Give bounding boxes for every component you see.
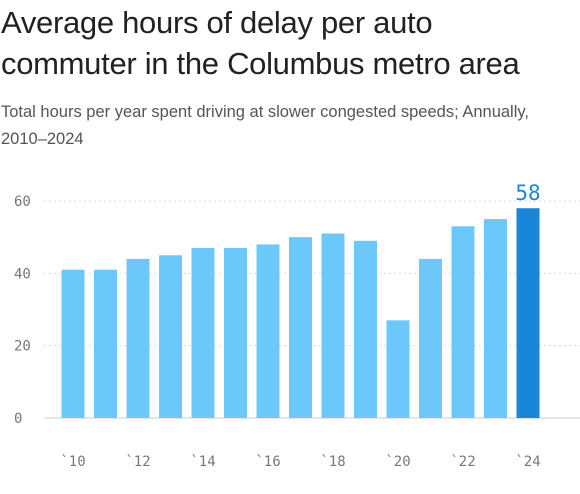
y-tick-label: 20 <box>14 339 31 355</box>
y-tick-label: 40 <box>14 266 31 282</box>
bar <box>354 240 377 418</box>
bar <box>191 248 215 418</box>
x-tick-label: `16 <box>255 454 280 470</box>
bar <box>386 320 410 418</box>
bar <box>484 219 507 418</box>
x-tick-label: `18 <box>320 454 345 470</box>
y-tick-label: 60 <box>14 194 31 210</box>
bar <box>224 248 247 418</box>
bar <box>61 269 85 418</box>
x-tick-label: `24 <box>515 454 540 470</box>
x-tick-label: `20 <box>385 454 410 470</box>
bar <box>159 255 182 418</box>
bar <box>321 233 345 418</box>
x-tick-label: `10 <box>60 454 85 470</box>
bar <box>451 226 475 418</box>
x-tick-label: `12 <box>125 454 150 470</box>
y-tick-label: 0 <box>14 411 22 427</box>
bar <box>289 237 312 418</box>
bar <box>256 244 280 418</box>
chart-subtitle: Total hours per year spent driving at sl… <box>1 103 529 148</box>
bar <box>419 258 442 418</box>
bar <box>126 258 150 418</box>
bar-highlight <box>516 208 540 418</box>
bar <box>94 269 117 418</box>
x-tick-label: `22 <box>450 454 475 470</box>
chart-title: Average hours of delay per auto commuter… <box>1 5 520 81</box>
x-tick-label: `14 <box>190 454 215 470</box>
data-label-highlight: 58 <box>515 181 540 205</box>
